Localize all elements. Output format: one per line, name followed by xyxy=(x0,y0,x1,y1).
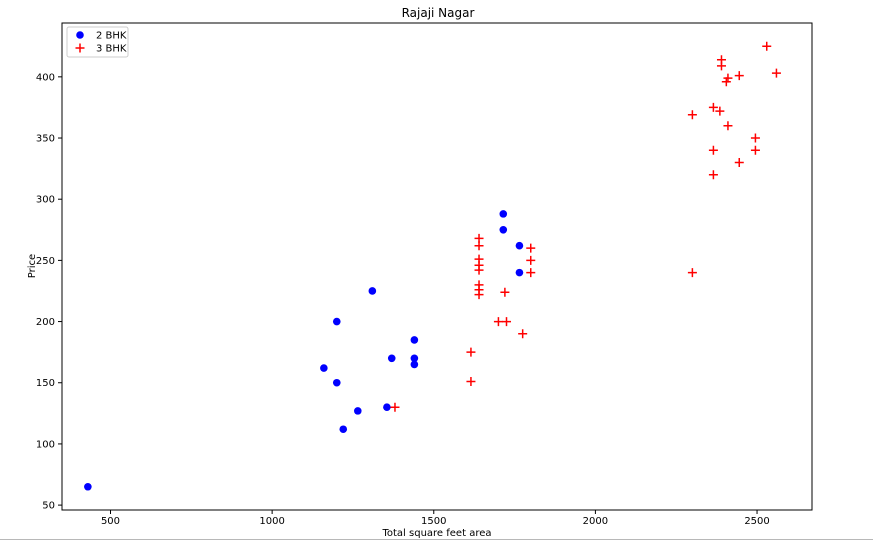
plot-area-frame xyxy=(61,22,813,511)
point-3-bhk xyxy=(493,317,503,327)
x-tick-label: 500 xyxy=(101,516,120,527)
point-2-bhk xyxy=(410,360,419,369)
point-2-bhk xyxy=(499,210,508,218)
point-2-bhk xyxy=(332,317,341,326)
point-2-bhk xyxy=(84,482,92,491)
bottom-divider xyxy=(0,539,873,540)
y-axis-ticks: 50 100 150 200 250 300 350 400 xyxy=(36,72,62,512)
point-3-bhk xyxy=(526,268,536,278)
point-2-bhk xyxy=(515,268,524,277)
point-2-bhk xyxy=(410,336,419,344)
point-2-bhk xyxy=(320,364,328,372)
y-tick-label: 150 xyxy=(36,378,55,389)
point-2-bhk xyxy=(515,241,524,250)
point-2-bhk xyxy=(353,407,362,415)
legend-marker-2bhk xyxy=(76,31,84,39)
point-3-bhk xyxy=(474,241,484,251)
point-3-bhk xyxy=(734,157,744,167)
point-3-bhk xyxy=(500,287,510,297)
chart-title: Rajaji Nagar xyxy=(402,6,475,20)
point-3-bhk xyxy=(716,61,726,71)
point-3-bhk xyxy=(750,133,760,143)
y-tick-label: 250 xyxy=(36,256,55,267)
point-3-bhk xyxy=(687,268,697,278)
point-3-bhk xyxy=(687,110,697,120)
point-3-bhk xyxy=(502,317,512,327)
y-tick-label: 100 xyxy=(36,439,55,450)
point-3-bhk xyxy=(466,347,476,357)
point-3-bhk xyxy=(723,73,733,83)
y-tick-label: 400 xyxy=(36,72,55,83)
x-axis-ticks: 500 1000 1500 2000 2500 xyxy=(101,510,770,527)
point-3-bhk xyxy=(708,145,718,155)
point-2-bhk xyxy=(339,425,348,434)
point-3-bhk xyxy=(518,329,528,339)
legend: 2 BHK 3 BHK xyxy=(66,26,129,58)
legend-marker-3bhk xyxy=(75,43,85,53)
y-tick-label: 200 xyxy=(36,317,55,328)
point-2-bhk xyxy=(410,354,419,363)
point-3-bhk xyxy=(526,255,536,265)
point-2-bhk xyxy=(332,378,341,387)
point-2-bhk xyxy=(499,225,508,234)
point-3-bhk xyxy=(715,106,725,116)
point-3-bhk xyxy=(708,102,718,112)
x-tick-label: 1500 xyxy=(421,516,446,527)
point-3-bhk xyxy=(466,377,476,387)
point-3-bhk xyxy=(474,290,484,300)
point-3-bhk xyxy=(734,71,744,81)
point-2-bhk xyxy=(383,403,391,412)
point-3-bhk xyxy=(723,121,733,131)
data-points xyxy=(84,41,781,491)
point-3-bhk xyxy=(771,68,781,78)
point-3-bhk xyxy=(526,243,536,253)
legend-label-2bhk: 2 BHK xyxy=(96,31,127,42)
y-tick-label: 50 xyxy=(42,501,55,512)
point-3-bhk xyxy=(750,145,760,155)
x-tick-label: 2500 xyxy=(744,516,769,527)
y-tick-label: 300 xyxy=(36,195,55,206)
legend-label-3bhk: 3 BHK xyxy=(96,44,127,55)
point-3-bhk xyxy=(708,170,718,180)
point-2-bhk xyxy=(368,287,377,295)
x-tick-label: 2000 xyxy=(583,516,608,527)
x-tick-label: 1000 xyxy=(259,516,284,527)
point-3-bhk xyxy=(390,402,400,412)
point-2-bhk xyxy=(387,354,396,363)
y-tick-label: 350 xyxy=(36,134,55,145)
y-axis-label: Price xyxy=(27,254,38,278)
point-3-bhk xyxy=(474,265,484,275)
point-3-bhk xyxy=(762,41,772,51)
x-axis-label: Total square feet area xyxy=(381,528,491,539)
